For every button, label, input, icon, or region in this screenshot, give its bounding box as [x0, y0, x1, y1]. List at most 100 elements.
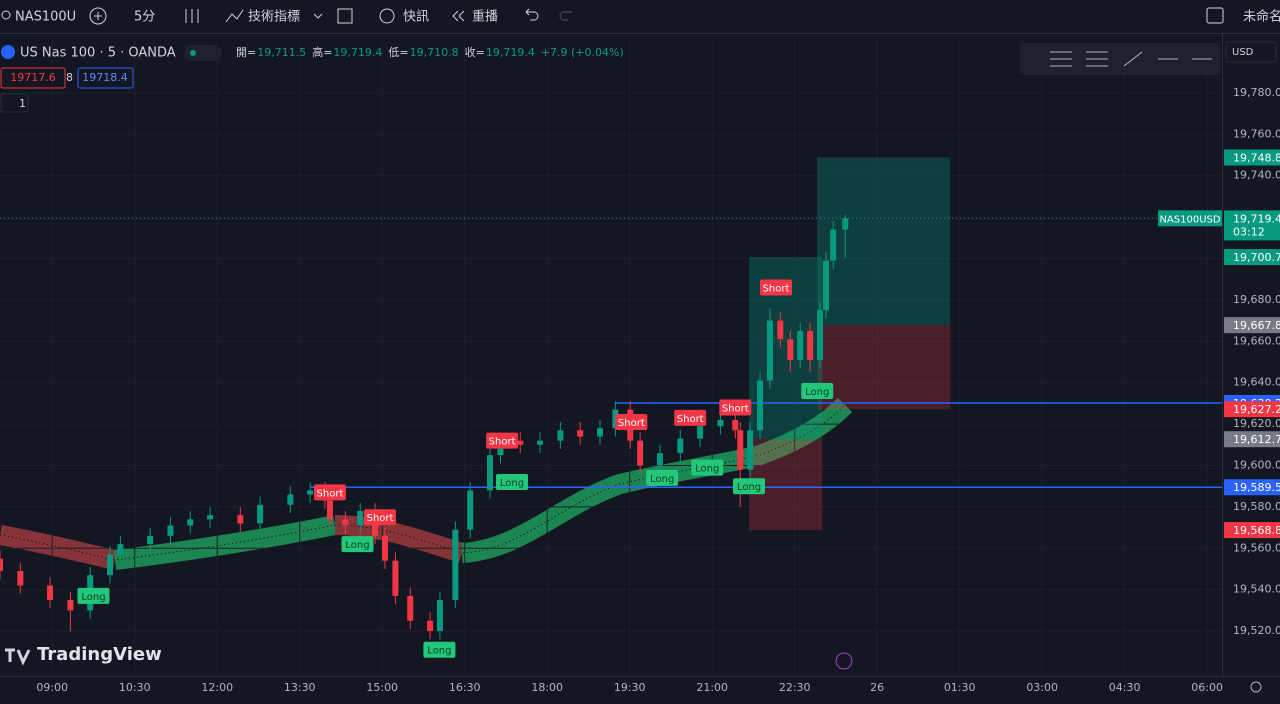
candle-body [757, 380, 764, 431]
x-tick-label: 26 [870, 681, 884, 694]
signal-label-bg [646, 469, 679, 486]
candle-body [17, 571, 24, 586]
settings[interactable] [1250, 681, 1262, 693]
candle-body [732, 419, 739, 431]
candle-body [577, 430, 584, 437]
bid-box[interactable] [0, 67, 66, 89]
target-zone [817, 157, 951, 326]
indicators-button[interactable]: 技術指標 [248, 10, 300, 25]
candle-body [557, 430, 564, 441]
signal-label-bg [691, 459, 724, 476]
ohlc-value: 19,710.8 [410, 46, 459, 59]
symbol-button[interactable]: NAS100U [15, 10, 76, 25]
add-symbol[interactable] [89, 7, 107, 25]
candle-body [147, 535, 154, 545]
candle-body [787, 339, 794, 360]
y-tick-label: 19,660.0 [1233, 334, 1280, 347]
ohlc-label: 高= [312, 45, 332, 59]
toolbar: NAS100U 5分 技術指標 快訊 重播 未命名 [0, 0, 1280, 34]
signal-label: Long [345, 540, 369, 551]
price-tag-label: 19,700.7 [1233, 251, 1280, 264]
candle-body [807, 330, 814, 360]
ribbon-center [0, 404, 846, 561]
drawing-toolbar [1020, 43, 1220, 75]
fullscreen[interactable] [1206, 7, 1224, 24]
ohlc-change: +7.9 (+0.04%) [541, 46, 624, 59]
y-tick-label: 19,760.0 [1233, 127, 1280, 140]
drawing-tools[interactable] [1050, 51, 1212, 67]
collapse-button[interactable] [0, 93, 29, 113]
candle-body [797, 330, 804, 360]
candle-body [47, 585, 54, 601]
signal-label-bg [77, 587, 110, 604]
price-tag [1224, 431, 1280, 448]
candle-body [106, 554, 113, 576]
drawing-toolbar-bg [1020, 43, 1220, 75]
interval-button[interactable]: 5分 [134, 10, 155, 25]
price-tag-label: 19,667.8 [1233, 319, 1280, 332]
symbol-tag [1158, 210, 1222, 227]
layout-name[interactable]: 未命名 [1243, 9, 1280, 25]
ohlc-label: 開= [236, 46, 256, 59]
chart-type[interactable] [185, 9, 199, 23]
y-tick-label: 19,640.0 [1233, 376, 1280, 389]
candle-body [677, 438, 684, 454]
candle-body [381, 535, 388, 561]
price-tag-label: 19,748.8 [1233, 152, 1280, 165]
replay-button[interactable]: 重播 [472, 9, 498, 25]
signal-label: Long [500, 478, 524, 489]
ohlc-value: 19,719.4 [333, 46, 382, 59]
x-tick-label: 16:30 [449, 681, 481, 694]
event-marker[interactable] [835, 652, 853, 670]
toolbar-bg [0, 0, 1280, 33]
price-tag [1224, 479, 1280, 496]
brand-logo [5, 648, 31, 666]
candle-body [117, 544, 124, 555]
x-tick-label: 21:00 [696, 681, 728, 694]
y-tick-label: 19,540.0 [1233, 583, 1280, 596]
status [184, 45, 222, 61]
current-price-label: 19,719.4 [1233, 212, 1280, 225]
candle-body [487, 455, 494, 491]
indicators-icon [225, 9, 244, 23]
candle-body [597, 428, 604, 437]
candle-body [717, 419, 724, 427]
price-tag [1224, 149, 1280, 166]
time-axis [0, 676, 1280, 704]
candle-body [777, 320, 784, 340]
search-icon[interactable] [1, 10, 11, 20]
signal-label-bg [423, 641, 456, 658]
signal-label: Short [722, 404, 749, 415]
ask: 19718.4 [82, 71, 128, 84]
candle-body [816, 310, 823, 360]
price-tag-label: 19,612.7 [1233, 433, 1280, 446]
candle-body [766, 320, 773, 381]
signal-label: Long [695, 464, 719, 475]
legend: US Nas 100 · 5 · OANDA 開= 19,711.5 高= 19,71… [0, 45, 624, 113]
layouts[interactable] [337, 8, 353, 24]
x-tick-label: 13:30 [284, 681, 316, 694]
currency-button[interactable] [1225, 41, 1277, 63]
y-tick-label: 19,560.0 [1233, 541, 1280, 554]
undo[interactable] [525, 8, 539, 21]
redo[interactable] [559, 11, 572, 21]
candle-body [537, 440, 544, 445]
countdown: 03:12 [1233, 225, 1265, 238]
candle-body [452, 529, 459, 601]
price-tag-label: 19,589.5 [1233, 481, 1280, 494]
alerts-button[interactable]: 快訊 [403, 10, 429, 25]
ask-box[interactable] [77, 67, 134, 89]
candle-body [436, 600, 443, 632]
candle-body [167, 525, 174, 536]
price-tag [1224, 317, 1280, 334]
signal-label-bg [674, 409, 707, 426]
dropdown[interactable] [313, 13, 323, 19]
price-tag [1224, 401, 1280, 418]
alert-icon [379, 8, 395, 24]
ohlc-label: 收= [465, 45, 485, 59]
replay-icon [452, 10, 465, 22]
candle-body [392, 560, 399, 596]
x-tick-label: 18:00 [531, 681, 563, 694]
candle-body [697, 426, 704, 439]
